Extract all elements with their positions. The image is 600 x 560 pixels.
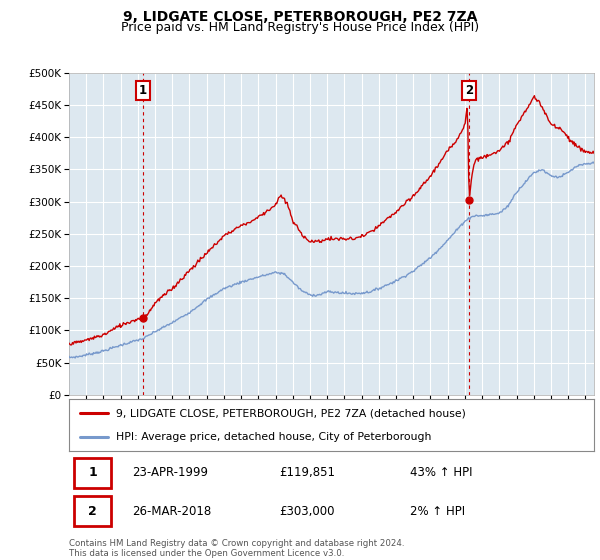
Bar <box>74 496 111 526</box>
Text: Contains HM Land Registry data © Crown copyright and database right 2024.
This d: Contains HM Land Registry data © Crown c… <box>69 539 404 558</box>
Text: 1: 1 <box>88 466 97 479</box>
Text: 2: 2 <box>465 84 473 97</box>
Text: 9, LIDGATE CLOSE, PETERBOROUGH, PE2 7ZA (detached house): 9, LIDGATE CLOSE, PETERBOROUGH, PE2 7ZA … <box>116 408 466 418</box>
Text: HPI: Average price, detached house, City of Peterborough: HPI: Average price, detached house, City… <box>116 432 431 442</box>
Text: 43% ↑ HPI: 43% ↑ HPI <box>410 466 473 479</box>
Text: 1: 1 <box>139 84 147 97</box>
Bar <box>74 458 111 488</box>
Text: 2: 2 <box>88 505 97 517</box>
Text: 26-MAR-2018: 26-MAR-2018 <box>132 505 211 517</box>
Text: 23-APR-1999: 23-APR-1999 <box>132 466 208 479</box>
Text: £303,000: £303,000 <box>279 505 335 517</box>
Text: 9, LIDGATE CLOSE, PETERBOROUGH, PE2 7ZA: 9, LIDGATE CLOSE, PETERBOROUGH, PE2 7ZA <box>123 10 477 24</box>
Text: £119,851: £119,851 <box>279 466 335 479</box>
Text: 2% ↑ HPI: 2% ↑ HPI <box>410 505 466 517</box>
Text: Price paid vs. HM Land Registry's House Price Index (HPI): Price paid vs. HM Land Registry's House … <box>121 21 479 34</box>
